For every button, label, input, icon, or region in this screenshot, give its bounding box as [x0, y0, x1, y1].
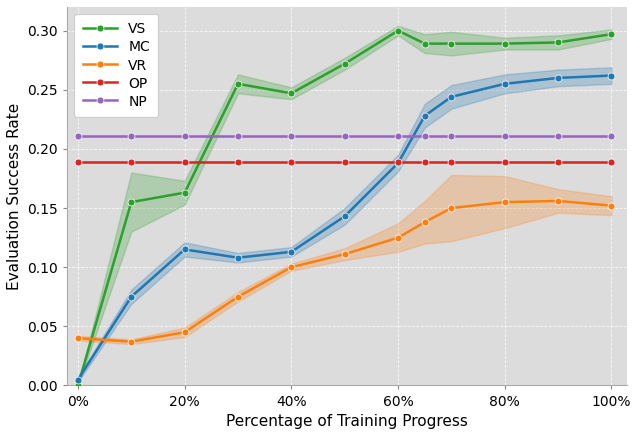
- VR: [74, 336, 82, 341]
- VS: [501, 41, 509, 46]
- OP: [181, 159, 189, 164]
- NP: [447, 133, 455, 139]
- MC: [421, 113, 429, 119]
- OP: [127, 159, 135, 164]
- VS: [287, 91, 295, 96]
- MC: [447, 94, 455, 99]
- VS: [341, 61, 349, 66]
- MC: [234, 255, 242, 260]
- NP: [607, 133, 615, 139]
- OP: [607, 159, 615, 164]
- VS: [607, 31, 615, 37]
- Line: MC: MC: [74, 72, 615, 383]
- MC: [287, 249, 295, 255]
- OP: [394, 159, 402, 164]
- VR: [181, 330, 189, 335]
- MC: [394, 160, 402, 166]
- Legend: VS, MC, VR, OP, NP: VS, MC, VR, OP, NP: [74, 14, 159, 117]
- OP: [554, 159, 562, 164]
- NP: [127, 133, 135, 139]
- NP: [554, 133, 562, 139]
- NP: [341, 133, 349, 139]
- VR: [287, 265, 295, 270]
- VR: [234, 294, 242, 300]
- VR: [607, 203, 615, 208]
- Y-axis label: Evaluation Success Rate: Evaluation Success Rate: [7, 102, 22, 290]
- VS: [234, 81, 242, 86]
- VS: [127, 200, 135, 205]
- OP: [421, 159, 429, 164]
- OP: [501, 159, 509, 164]
- VR: [421, 220, 429, 225]
- Line: VS: VS: [74, 27, 615, 389]
- VS: [554, 40, 562, 45]
- VS: [421, 41, 429, 46]
- OP: [74, 159, 82, 164]
- VR: [554, 198, 562, 204]
- NP: [287, 133, 295, 139]
- VR: [501, 200, 509, 205]
- OP: [341, 159, 349, 164]
- VR: [127, 339, 135, 344]
- NP: [394, 133, 402, 139]
- VS: [74, 383, 82, 388]
- NP: [421, 133, 429, 139]
- Line: OP: OP: [74, 158, 615, 165]
- VR: [394, 235, 402, 240]
- OP: [234, 159, 242, 164]
- VR: [447, 205, 455, 211]
- OP: [447, 159, 455, 164]
- MC: [607, 73, 615, 78]
- MC: [341, 214, 349, 219]
- Line: NP: NP: [74, 133, 615, 140]
- VS: [394, 28, 402, 33]
- NP: [181, 133, 189, 139]
- MC: [181, 247, 189, 252]
- VS: [447, 41, 455, 46]
- VR: [341, 252, 349, 257]
- VS: [181, 190, 189, 195]
- Line: VR: VR: [74, 198, 615, 345]
- NP: [234, 133, 242, 139]
- MC: [501, 81, 509, 86]
- MC: [127, 294, 135, 300]
- MC: [74, 377, 82, 382]
- NP: [74, 133, 82, 139]
- X-axis label: Percentage of Training Progress: Percentage of Training Progress: [227, 414, 468, 429]
- MC: [554, 75, 562, 81]
- OP: [287, 159, 295, 164]
- NP: [501, 133, 509, 139]
